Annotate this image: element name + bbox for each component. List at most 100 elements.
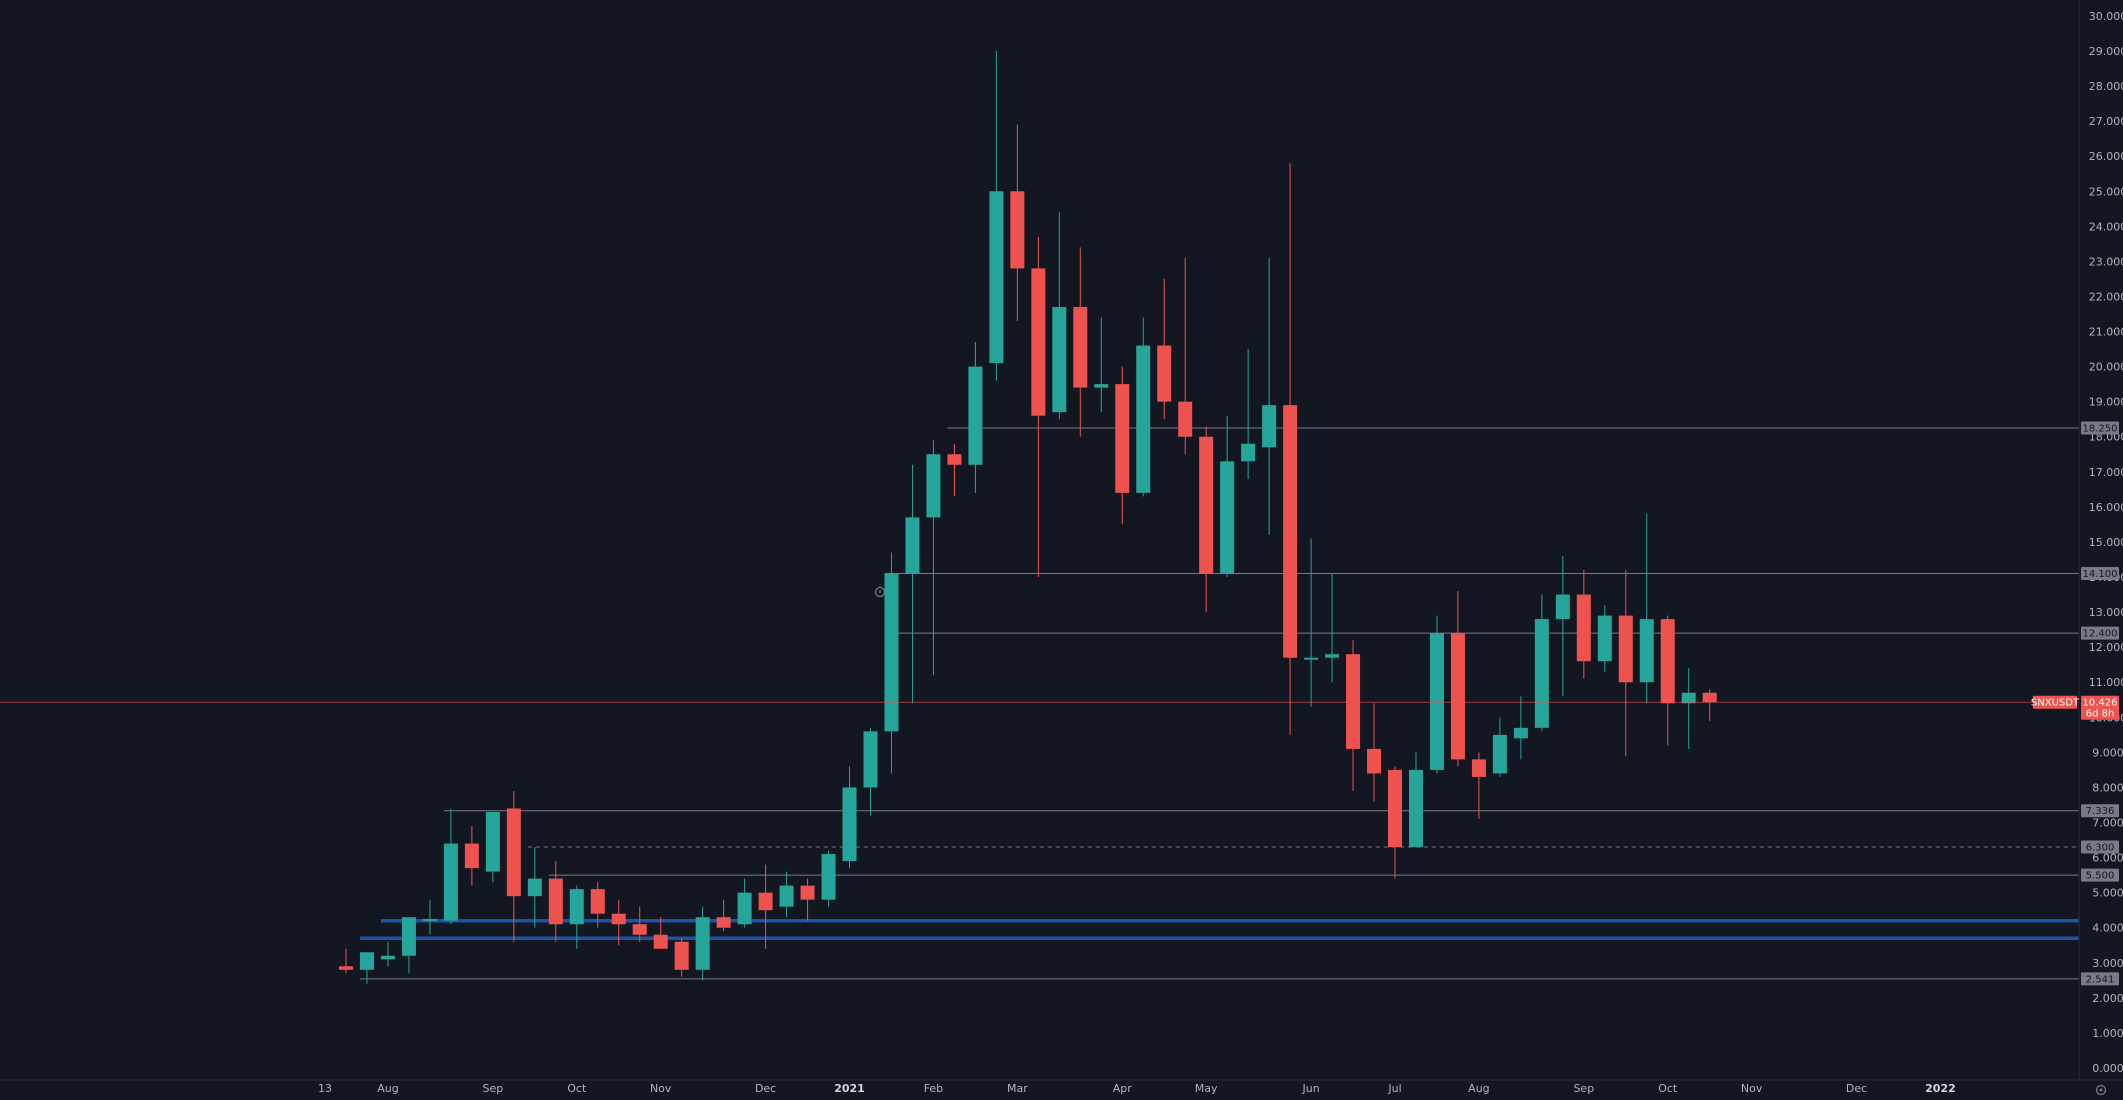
candle-13[interactable] — [611, 899, 626, 946]
price-tick-label: 3.000 — [2092, 957, 2123, 970]
settings-gear-icon[interactable] — [2095, 1084, 2107, 1096]
candle-65[interactable] — [1702, 689, 1717, 721]
candle-35[interactable] — [1073, 247, 1088, 437]
candle-body-57 — [1534, 619, 1549, 728]
candles[interactable] — [339, 50, 1717, 984]
candle-body-26 — [884, 573, 899, 732]
candle-44[interactable] — [1262, 257, 1277, 535]
time-tick-label: Dec — [755, 1082, 776, 1095]
candle-21[interactable] — [779, 871, 794, 918]
candle-30[interactable] — [968, 342, 983, 493]
candle-45[interactable] — [1283, 163, 1298, 735]
candle-body-33 — [1031, 268, 1046, 416]
candle-6[interactable] — [464, 826, 479, 886]
candle-50[interactable] — [1388, 766, 1402, 879]
alert-marker-icon[interactable] — [874, 586, 886, 598]
candle-7[interactable] — [485, 811, 500, 883]
candle-60[interactable] — [1597, 605, 1612, 672]
candle-4[interactable] — [422, 899, 437, 935]
candle-31[interactable] — [989, 50, 1004, 381]
candle-47[interactable] — [1325, 573, 1340, 683]
candle-48[interactable] — [1346, 640, 1361, 791]
candle-39[interactable] — [1157, 278, 1172, 420]
candle-9[interactable] — [527, 847, 542, 928]
svg-text:14.100: 14.100 — [2083, 569, 2118, 580]
candle-46[interactable] — [1304, 538, 1319, 707]
candle-3[interactable] — [401, 917, 416, 974]
candle-body-31 — [989, 191, 1004, 364]
candle-2[interactable] — [380, 941, 395, 967]
candle-body-21 — [779, 885, 794, 907]
price-tick-label: 11.000 — [2089, 676, 2123, 689]
candle-18[interactable] — [716, 899, 731, 932]
candle-body-39 — [1157, 345, 1172, 402]
candle-body-48 — [1346, 654, 1361, 749]
time-tick-label: Sep — [1573, 1082, 1594, 1095]
candle-27[interactable] — [905, 464, 920, 704]
symbol-badge: SNXUSDT — [2031, 695, 2080, 709]
candle-55[interactable] — [1492, 717, 1507, 777]
candle-5[interactable] — [443, 808, 458, 925]
candle-63[interactable] — [1660, 615, 1675, 746]
candle-29[interactable] — [947, 443, 962, 497]
candle-15[interactable] — [653, 917, 668, 949]
candle-56[interactable] — [1513, 696, 1528, 760]
candle-40[interactable] — [1178, 257, 1193, 455]
candle-body-38 — [1136, 345, 1151, 493]
candle-body-16 — [674, 941, 689, 970]
candle-24[interactable] — [842, 766, 857, 869]
candle-body-10 — [548, 878, 563, 925]
candle-body-5 — [443, 843, 458, 921]
candle-36[interactable] — [1094, 317, 1109, 413]
candle-25[interactable] — [863, 727, 878, 816]
candle-0[interactable] — [339, 948, 353, 974]
price-axis[interactable]: 0.000 1.000 2.000 3.000 4.000 5.000 6.000 7.000… — [2089, 10, 2123, 1075]
time-axis[interactable]: 13 Aug Sep Oct Nov Dec 2021 Feb Mar Apr May Jun Jul A… — [318, 1082, 1956, 1095]
candle-53[interactable] — [1450, 591, 1465, 767]
candle-26[interactable] — [884, 552, 899, 774]
candle-33[interactable] — [1031, 236, 1046, 578]
candle-23[interactable] — [821, 850, 836, 907]
candle-14[interactable] — [632, 906, 647, 942]
candle-62[interactable] — [1639, 513, 1654, 704]
candle-32[interactable] — [1010, 124, 1025, 322]
candle-body-19 — [737, 892, 752, 925]
candle-61[interactable] — [1618, 570, 1633, 756]
candle-10[interactable] — [548, 861, 563, 942]
candle-20[interactable] — [758, 864, 773, 949]
candle-28[interactable] — [926, 440, 941, 676]
candle-49[interactable] — [1367, 703, 1382, 802]
candle-17[interactable] — [695, 906, 710, 981]
time-tick-label: 13 — [318, 1082, 332, 1095]
candle-51[interactable] — [1408, 752, 1423, 848]
svg-text:SNXUSDT: SNXUSDT — [2031, 698, 2080, 709]
candle-58[interactable] — [1555, 555, 1570, 697]
candle-34[interactable] — [1052, 212, 1067, 420]
candle-42[interactable] — [1220, 415, 1235, 578]
candle-11[interactable] — [569, 885, 584, 949]
candle-38[interactable] — [1136, 317, 1151, 497]
candle-37[interactable] — [1115, 366, 1130, 525]
candle-body-2 — [380, 955, 395, 960]
candle-43[interactable] — [1241, 349, 1256, 479]
horizontal-levels — [359, 427, 2079, 980]
candle-19[interactable] — [737, 878, 752, 928]
candle-57[interactable] — [1534, 594, 1549, 732]
candle-54[interactable] — [1471, 752, 1486, 820]
candle-1[interactable] — [359, 952, 374, 984]
price-tick-label: 26.000 — [2089, 150, 2123, 163]
candle-59[interactable] — [1576, 570, 1591, 679]
candle-8[interactable] — [506, 790, 521, 942]
candle-52[interactable] — [1429, 615, 1444, 774]
candle-16[interactable] — [674, 938, 689, 977]
candle-22[interactable] — [800, 878, 815, 921]
candle-64[interactable] — [1681, 668, 1696, 749]
candle-body-3 — [401, 917, 416, 956]
candle-body-13 — [611, 913, 626, 925]
candle-41[interactable] — [1199, 426, 1214, 613]
candle-body-8 — [506, 808, 521, 897]
candle-12[interactable] — [590, 882, 605, 928]
candle-body-15 — [653, 934, 668, 949]
